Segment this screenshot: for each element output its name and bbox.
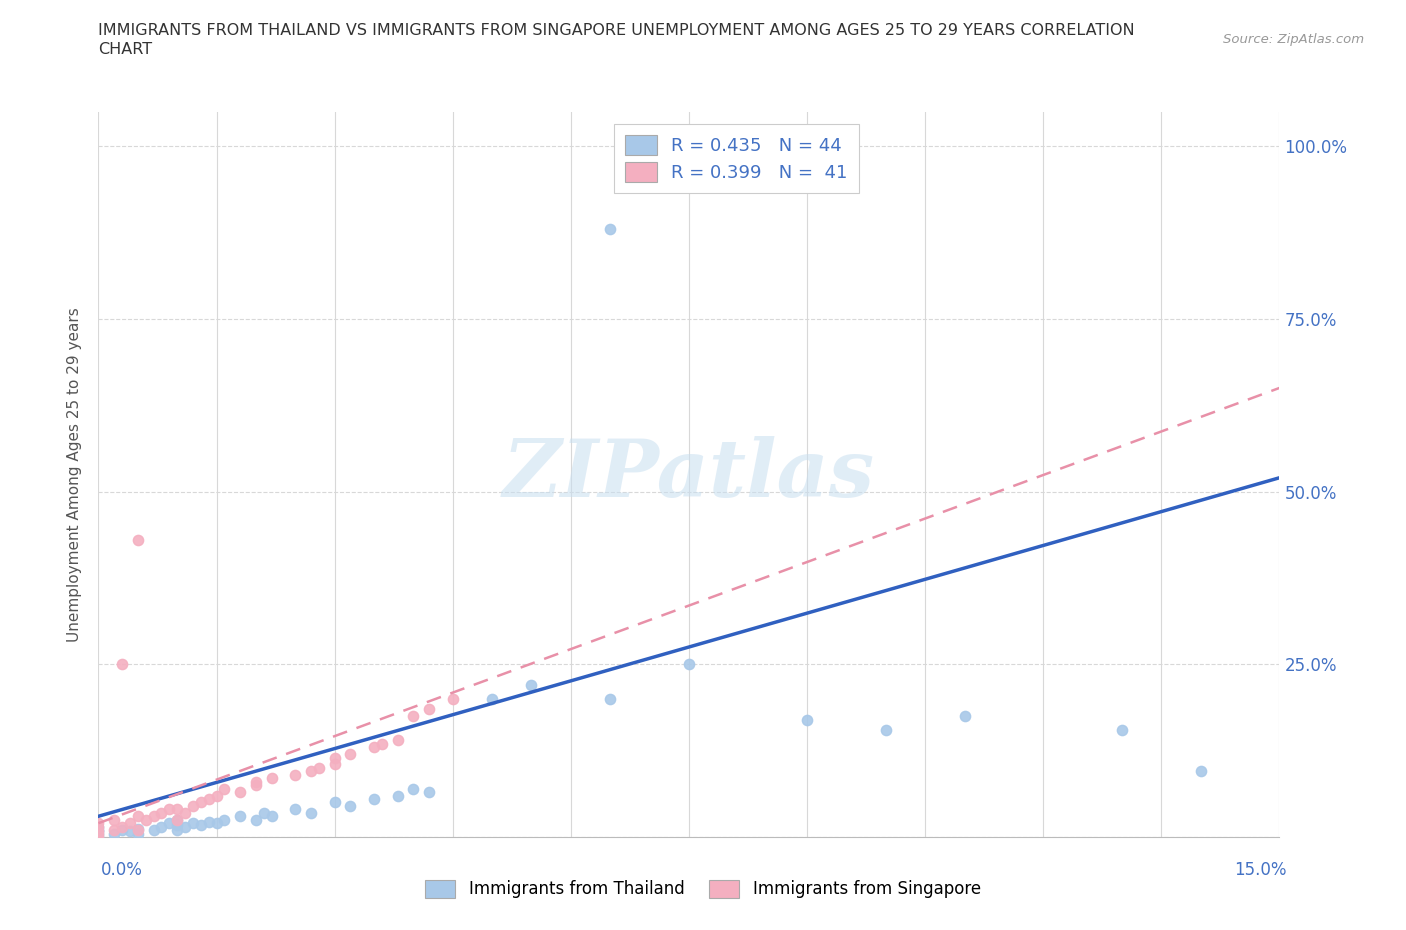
Point bbox=[1111, 723, 1133, 737]
Point bbox=[481, 691, 503, 706]
Point bbox=[87, 830, 110, 844]
Point bbox=[87, 826, 110, 841]
Text: ZIPatlas: ZIPatlas bbox=[503, 435, 875, 513]
Point bbox=[245, 777, 267, 792]
Point bbox=[197, 815, 219, 830]
Point bbox=[87, 823, 110, 838]
Point bbox=[127, 821, 149, 836]
Point bbox=[678, 657, 700, 671]
Point bbox=[1189, 764, 1212, 778]
Point bbox=[174, 819, 197, 834]
Point bbox=[284, 767, 307, 782]
Point bbox=[796, 712, 818, 727]
Point bbox=[103, 812, 125, 827]
Point bbox=[229, 809, 252, 824]
Point bbox=[953, 709, 976, 724]
Point bbox=[402, 709, 425, 724]
Point bbox=[118, 816, 141, 830]
Point bbox=[103, 826, 125, 841]
Point bbox=[387, 788, 409, 803]
Point bbox=[111, 823, 134, 838]
Point bbox=[166, 823, 188, 838]
Point bbox=[103, 823, 125, 838]
Point bbox=[174, 805, 197, 820]
Point bbox=[127, 533, 149, 548]
Text: Source: ZipAtlas.com: Source: ZipAtlas.com bbox=[1223, 33, 1364, 46]
Y-axis label: Unemployment Among Ages 25 to 29 years: Unemployment Among Ages 25 to 29 years bbox=[67, 307, 83, 642]
Point bbox=[245, 775, 267, 790]
Point bbox=[339, 799, 361, 814]
Point bbox=[87, 816, 110, 830]
Point bbox=[402, 781, 425, 796]
Point bbox=[323, 757, 346, 772]
Point bbox=[190, 795, 212, 810]
Point bbox=[253, 805, 276, 820]
Point bbox=[260, 809, 283, 824]
Point bbox=[166, 812, 188, 827]
Legend: Immigrants from Thailand, Immigrants from Singapore: Immigrants from Thailand, Immigrants fro… bbox=[419, 873, 987, 905]
Point bbox=[111, 819, 134, 834]
Point bbox=[157, 816, 180, 830]
Text: CHART: CHART bbox=[98, 42, 152, 57]
Point bbox=[127, 826, 149, 841]
Point bbox=[87, 819, 110, 834]
Point bbox=[135, 812, 157, 827]
Point bbox=[323, 751, 346, 765]
Point bbox=[166, 817, 188, 832]
Point bbox=[150, 805, 173, 820]
Point bbox=[87, 824, 110, 839]
Point bbox=[205, 788, 228, 803]
Point bbox=[87, 824, 110, 839]
Point bbox=[363, 739, 385, 754]
Point bbox=[142, 823, 165, 838]
Point bbox=[260, 771, 283, 786]
Point bbox=[214, 812, 236, 827]
Point bbox=[166, 802, 188, 817]
Point bbox=[127, 823, 149, 838]
Point bbox=[87, 819, 110, 834]
Point bbox=[363, 791, 385, 806]
Point bbox=[142, 809, 165, 824]
Point bbox=[284, 802, 307, 817]
Point bbox=[245, 812, 267, 827]
Point bbox=[181, 799, 204, 814]
Point bbox=[150, 819, 173, 834]
Point bbox=[339, 747, 361, 762]
Point bbox=[111, 657, 134, 671]
Point bbox=[387, 733, 409, 748]
Point bbox=[118, 824, 141, 839]
Point bbox=[599, 691, 621, 706]
Point bbox=[214, 781, 236, 796]
Point bbox=[875, 723, 897, 737]
Point bbox=[299, 764, 322, 778]
Point bbox=[520, 678, 543, 693]
Point bbox=[371, 737, 394, 751]
Point bbox=[599, 221, 621, 236]
Point bbox=[441, 691, 464, 706]
Point bbox=[308, 761, 330, 776]
Point bbox=[181, 816, 204, 830]
Point bbox=[323, 795, 346, 810]
Point bbox=[157, 802, 180, 817]
Point bbox=[205, 816, 228, 830]
Point bbox=[166, 812, 188, 827]
Legend: R = 0.435   N = 44, R = 0.399   N =  41: R = 0.435 N = 44, R = 0.399 N = 41 bbox=[613, 125, 859, 193]
Text: 0.0%: 0.0% bbox=[101, 860, 143, 879]
Text: IMMIGRANTS FROM THAILAND VS IMMIGRANTS FROM SINGAPORE UNEMPLOYMENT AMONG AGES 25: IMMIGRANTS FROM THAILAND VS IMMIGRANTS F… bbox=[98, 23, 1135, 38]
Point bbox=[299, 805, 322, 820]
Point bbox=[87, 830, 110, 844]
Point bbox=[87, 826, 110, 841]
Point bbox=[127, 809, 149, 824]
Point bbox=[418, 702, 440, 717]
Point bbox=[229, 785, 252, 800]
Point bbox=[197, 791, 219, 806]
Point bbox=[418, 785, 440, 800]
Text: 15.0%: 15.0% bbox=[1234, 860, 1286, 879]
Point bbox=[190, 817, 212, 832]
